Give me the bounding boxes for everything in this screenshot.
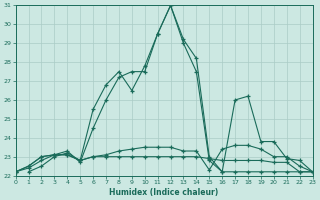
X-axis label: Humidex (Indice chaleur): Humidex (Indice chaleur)	[109, 188, 219, 197]
